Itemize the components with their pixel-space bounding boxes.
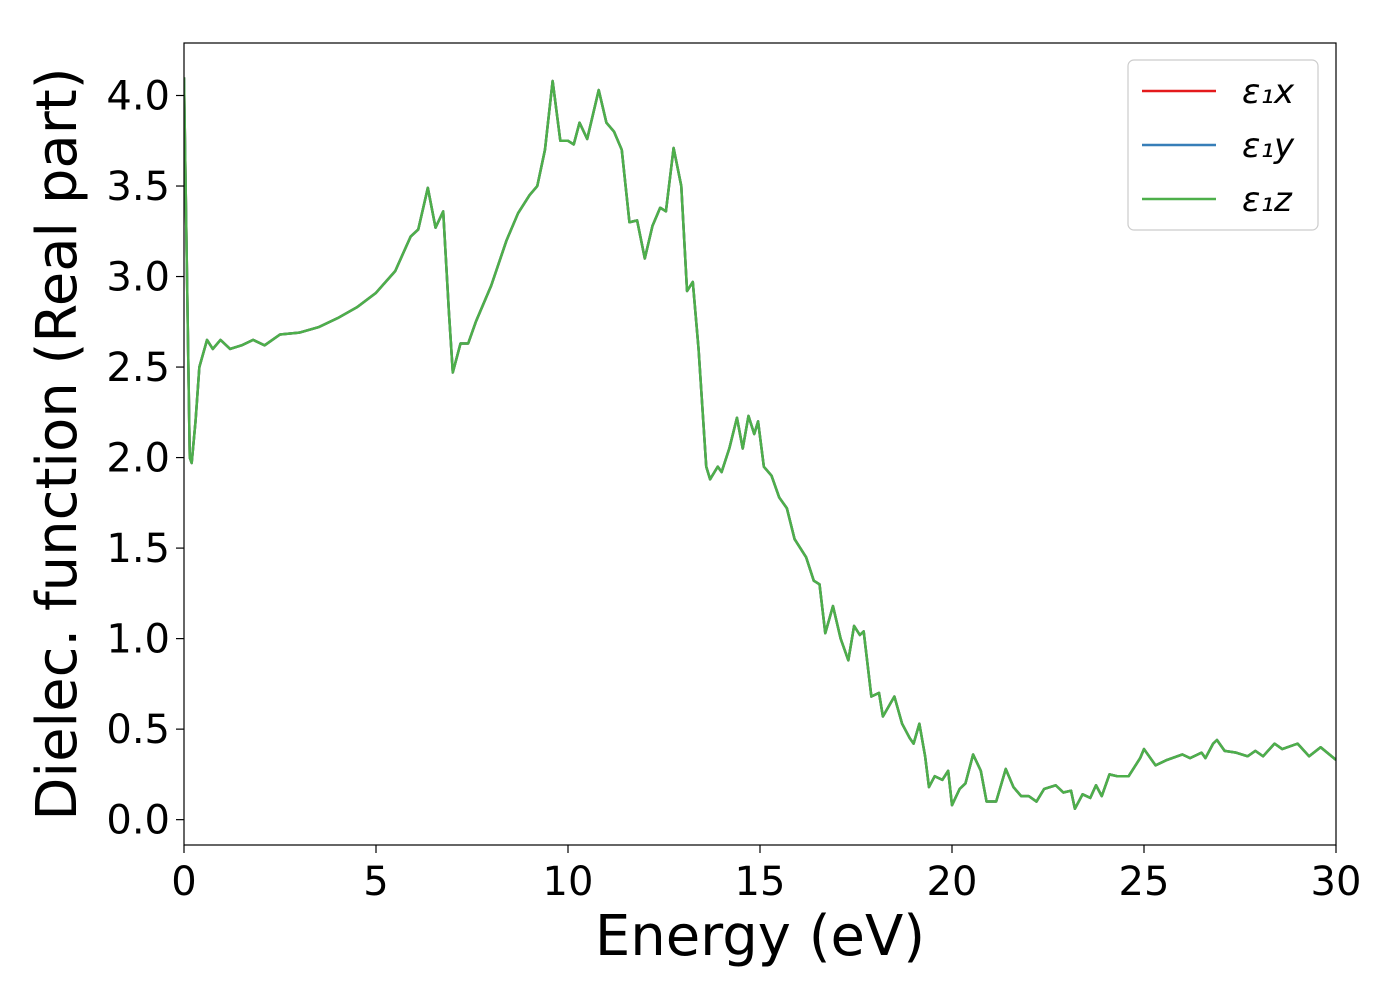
x-tick-label: 5 [363,859,388,905]
x-tick-label: 30 [1311,859,1362,905]
x-tick-label: 10 [543,859,594,905]
y-tick-label: 2.5 [106,345,170,391]
legend-label: ε₁x [1242,72,1295,112]
y-tick-label: 4.0 [106,74,170,120]
x-axis-label: Energy (eV) [595,904,925,969]
x-tick-label: 15 [735,859,786,905]
y-tick-label: 2.0 [106,436,170,482]
legend-label: ε₁y [1242,126,1295,166]
legend-box [1127,59,1319,231]
x-tick-label: 20 [927,859,978,905]
series-line [184,77,1336,811]
y-tick-label: 3.0 [106,255,170,301]
x-tick-label: 25 [1119,859,1170,905]
y-tick-label: 1.0 [106,617,170,663]
plot-lines [184,77,1336,811]
y-tick-label: 0.5 [106,707,170,753]
y-tick-label: 1.5 [106,526,170,572]
legend-label: ε₁z [1242,180,1293,220]
y-tick-label: 0.0 [106,798,170,844]
x-tick-label: 0 [171,859,196,905]
y-tick-label: 3.5 [106,164,170,210]
y-axis-label: Dielec. function (Real part) [25,67,90,820]
